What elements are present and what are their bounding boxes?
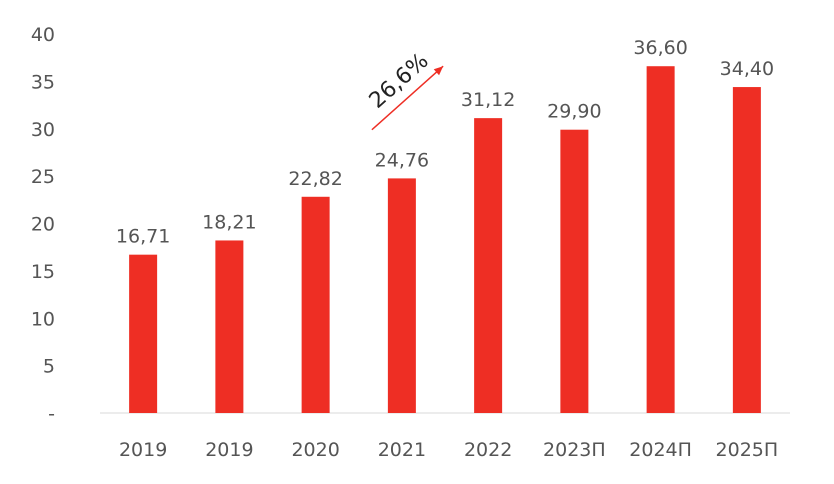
bar <box>560 129 589 413</box>
x-tick-label: 2021 <box>378 439 426 461</box>
bar <box>474 118 503 413</box>
bar <box>301 196 330 413</box>
y-axis: - 5 10 15 20 25 30 35 40 <box>31 24 55 425</box>
bar-value-label: 24,76 <box>375 149 429 171</box>
bar <box>646 66 675 413</box>
bar <box>129 254 158 413</box>
growth-annotation: 26,6% <box>365 49 444 131</box>
y-tick-label: 40 <box>31 24 55 46</box>
y-tick-label: 10 <box>31 308 55 330</box>
bar <box>732 87 761 413</box>
bars <box>129 66 761 413</box>
bar-value-label: 16,71 <box>116 226 170 248</box>
data-labels: 16,71 18,21 22,82 24,76 31,12 29,90 36,60 34,40 <box>116 37 774 247</box>
bar <box>387 178 416 413</box>
y-tick-label: 30 <box>31 119 55 141</box>
y-tick-label: 20 <box>31 214 55 236</box>
bar-value-label: 31,12 <box>461 89 515 111</box>
bar-value-label: 18,21 <box>202 211 256 233</box>
x-tick-label: 2025П <box>716 439 779 461</box>
x-tick-label: 2020 <box>291 439 339 461</box>
y-tick-label: 5 <box>43 356 55 378</box>
x-tick-label: 2022 <box>464 439 512 461</box>
x-axis: 2019 2019 2020 2021 2022 2023П 2024П 2025П <box>119 439 778 461</box>
x-tick-label: 2024П <box>629 439 692 461</box>
bar-value-label: 36,60 <box>633 37 687 59</box>
growth-arrow <box>371 65 444 131</box>
growth-arrow-head <box>433 66 444 76</box>
growth-annotation-label: 26,6% <box>365 49 434 114</box>
bar-value-label: 29,90 <box>547 101 601 123</box>
y-tick-label: 25 <box>31 166 55 188</box>
x-tick-label: 2019 <box>205 439 253 461</box>
bar <box>215 240 244 413</box>
bar-value-label: 22,82 <box>288 168 342 190</box>
y-tick-label: - <box>48 403 55 425</box>
bar-value-label: 34,40 <box>720 58 774 80</box>
y-tick-label: 35 <box>31 71 55 93</box>
y-tick-label: 15 <box>31 261 55 283</box>
x-tick-label: 2023П <box>543 439 606 461</box>
x-tick-label: 2019 <box>119 439 167 461</box>
